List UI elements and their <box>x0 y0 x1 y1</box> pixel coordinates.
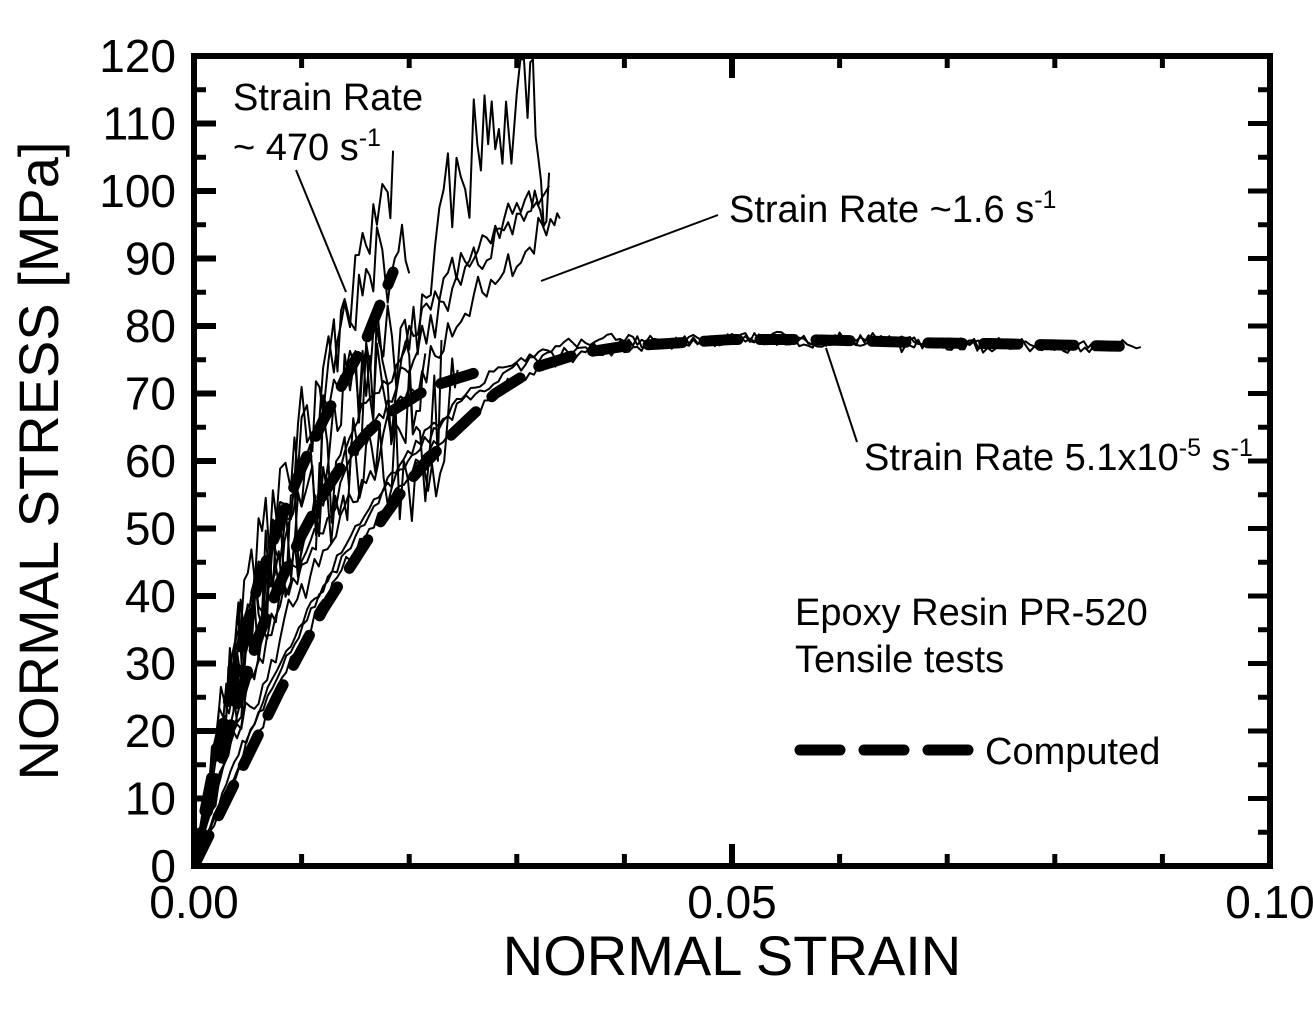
y-tick-label: 110 <box>103 98 176 150</box>
axes-frame <box>191 53 1273 869</box>
x-axis-title: NORMAL STRAIN <box>503 924 961 987</box>
annotation-leader-lines <box>295 169 858 443</box>
caption-legend: Epoxy Resin PR-520 Tensile tests Computed <box>794 592 1160 773</box>
y-tick-label: 120 <box>99 30 176 82</box>
annot-strain-rate-470-line1: Strain Rate <box>233 77 423 119</box>
annot-strain-rate-1p6-leader <box>540 214 719 282</box>
series-layer <box>194 58 1142 866</box>
x-tick-label: 0.00 <box>149 876 239 928</box>
series-line <box>194 190 545 866</box>
y-tick-label: 0 <box>150 840 176 892</box>
annotations: Strain Rate ~ 470 s-1 Strain Rate ~1.6 s-1… <box>233 77 1253 479</box>
y-tick-label: 100 <box>99 165 176 217</box>
annot-strain-rate-5p1e-5-text: Strain Rate 5.1x10-5 s-1 <box>864 434 1253 479</box>
legend-label-computed: Computed <box>985 731 1160 773</box>
tick-labels: 0 10 20 30 40 50 60 70 80 90 100 110 120 0.00 0.05 0.10 <box>99 30 1313 928</box>
y-tick-label: 90 <box>125 233 176 285</box>
caption-test-type: Tensile tests <box>795 639 1004 681</box>
y-axis-title: NORMAL STRESS [MPa] <box>7 142 70 781</box>
series-line <box>194 212 561 866</box>
y-tick-label: 20 <box>125 705 176 757</box>
annot-strain-rate-5p1e-5-leader <box>825 347 858 443</box>
x-tick-label: 0.10 <box>1225 876 1313 928</box>
annot-strain-rate-1p6-text: Strain Rate ~1.6 s-1 <box>729 186 1056 231</box>
y-tick-label: 30 <box>125 638 176 690</box>
series-line <box>194 364 491 866</box>
y-tick-label: 10 <box>125 773 176 825</box>
annot-strain-rate-470-leader <box>295 169 347 293</box>
y-tick-label: 80 <box>125 300 176 352</box>
series-line <box>194 266 399 866</box>
x-tick-label: 0.05 <box>687 876 777 928</box>
series-line <box>194 334 1125 866</box>
y-tick-label: 60 <box>125 435 176 487</box>
y-tick-label: 40 <box>125 570 176 622</box>
y-tick-label: 50 <box>125 503 176 555</box>
caption-material: Epoxy Resin PR-520 <box>795 592 1148 634</box>
y-tick-label: 70 <box>125 368 176 420</box>
annot-strain-rate-470-line2: ~ 470 s-1 <box>233 124 381 169</box>
